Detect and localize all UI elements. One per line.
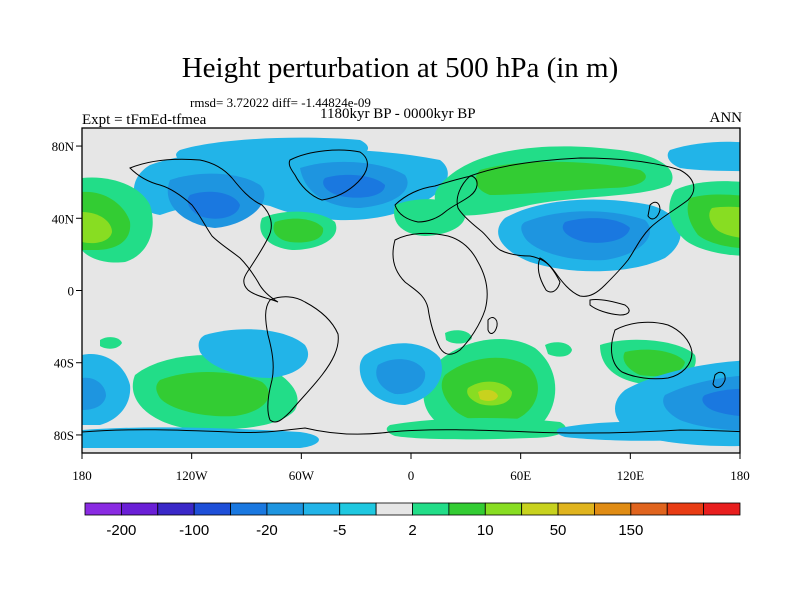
colorbar-swatch xyxy=(412,502,450,516)
latitude-axis: 80N 40N 0 40S 80S xyxy=(52,139,82,443)
coastline-new-zealand xyxy=(712,371,726,388)
coastline-australia xyxy=(611,321,693,380)
contour-pos-npac-e-core xyxy=(709,206,740,238)
contour-pos-indian-small xyxy=(445,330,472,344)
coastline-south-america xyxy=(265,296,339,423)
coastline-antarctica xyxy=(82,427,740,435)
colorbar-swatch xyxy=(302,502,341,516)
contour-neg-greenland-core xyxy=(323,174,385,198)
colorbar-swatch xyxy=(594,502,632,516)
contour-pos-eurasia-mid xyxy=(475,161,646,195)
colorbar-swatch xyxy=(157,502,195,516)
colorbar-swatch xyxy=(230,502,268,516)
lon-tick-label: 60E xyxy=(510,468,531,483)
colorbar-swatch xyxy=(375,502,413,516)
contour-pos-antarctic xyxy=(386,418,566,440)
coastline-north-america xyxy=(129,158,279,303)
colorbar-swatch xyxy=(557,502,595,516)
lat-tick-label: 0 xyxy=(68,284,75,299)
coastline-indonesia xyxy=(589,299,630,316)
colorbar-swatch xyxy=(521,502,559,516)
contour-pos-npac-w-core xyxy=(82,212,112,244)
colorbar-label: -5 xyxy=(333,522,346,539)
lon-tick-label: 120W xyxy=(176,468,209,483)
colorbar-label: -200 xyxy=(106,522,136,539)
contour-neg-arctic xyxy=(176,137,369,165)
contour-pos-sw-small xyxy=(100,337,122,349)
coastline-madagascar xyxy=(487,317,498,334)
time-period: 1180kyr BP - 0000kyr BP xyxy=(320,106,476,122)
colorbar-swatch xyxy=(193,502,231,516)
lat-tick-label: 80N xyxy=(52,139,75,154)
colorbar-swatch xyxy=(84,502,122,516)
colorbar-label: 150 xyxy=(618,522,643,539)
coastline-india xyxy=(537,257,561,293)
coastline-greenland xyxy=(288,149,368,201)
colorbar-label: 50 xyxy=(550,522,567,539)
colorbar-swatch xyxy=(448,502,486,516)
lat-tick-label: 40N xyxy=(52,211,75,226)
colorbar-label: -100 xyxy=(179,522,209,539)
contour-field xyxy=(82,137,740,448)
colorbar-swatch xyxy=(484,502,523,516)
coastline-asia xyxy=(456,157,695,297)
contour-pos-europe xyxy=(394,199,466,236)
coastline-japan xyxy=(647,201,661,220)
experiment-label: Expt = tFmEd-tfmea xyxy=(82,112,207,128)
coastline-africa xyxy=(392,232,488,355)
longitude-axis: 180 120W 60W 0 60E 120E 180 xyxy=(72,453,750,483)
contour-pos-indian-mid xyxy=(623,349,685,377)
colorbar-swatch xyxy=(266,502,304,516)
colorbar-swatch xyxy=(120,502,159,516)
lon-tick-label: 180 xyxy=(730,468,750,483)
contour-neg-spac-e-mid xyxy=(663,375,740,431)
colorbar: -200 -100 -20 -5 2 10 50 150 xyxy=(84,502,741,539)
contour-neg-core-natl xyxy=(187,191,240,219)
plot-title: Height perturbation at 500 hPa (in m) xyxy=(181,52,619,84)
lat-tick-label: 80S xyxy=(54,428,74,443)
contour-neg-asia-core xyxy=(562,218,630,243)
contour-pos-natl-small-core xyxy=(273,218,324,243)
lon-tick-label: 0 xyxy=(408,468,415,483)
colorbar-label: -20 xyxy=(256,522,278,539)
colorbar-swatch xyxy=(666,502,705,516)
contour-neg-satl-core xyxy=(376,359,426,395)
colorbar-label: 2 xyxy=(408,522,416,539)
season-label: ANN xyxy=(709,110,743,126)
contour-neg-spac-w-core xyxy=(82,377,106,410)
contour-neg-antarctic-e xyxy=(556,421,704,441)
colorbar-label: 10 xyxy=(477,522,494,539)
contour-pos-satl-tip xyxy=(478,389,498,401)
contour-neg-samerica xyxy=(198,329,309,378)
lat-tick-label: 40S xyxy=(54,356,74,371)
coastlines xyxy=(82,149,740,435)
contour-pos-sao-small xyxy=(545,342,572,357)
colorbar-swatch xyxy=(339,502,377,516)
contour-neg-npac xyxy=(667,141,740,172)
contour-pos-spac-mid xyxy=(156,371,269,417)
lon-tick-label: 180 xyxy=(72,468,92,483)
lon-tick-label: 60W xyxy=(289,468,315,483)
lon-tick-label: 120E xyxy=(617,468,645,483)
contour-neg-spac-e-core xyxy=(702,388,740,416)
colorbar-swatch xyxy=(630,502,668,516)
coastline-europe xyxy=(394,175,478,223)
rmsd-stats: rmsd= 3.72022 diff= -1.44824e-09 xyxy=(190,95,371,110)
colorbar-swatch xyxy=(703,502,741,516)
